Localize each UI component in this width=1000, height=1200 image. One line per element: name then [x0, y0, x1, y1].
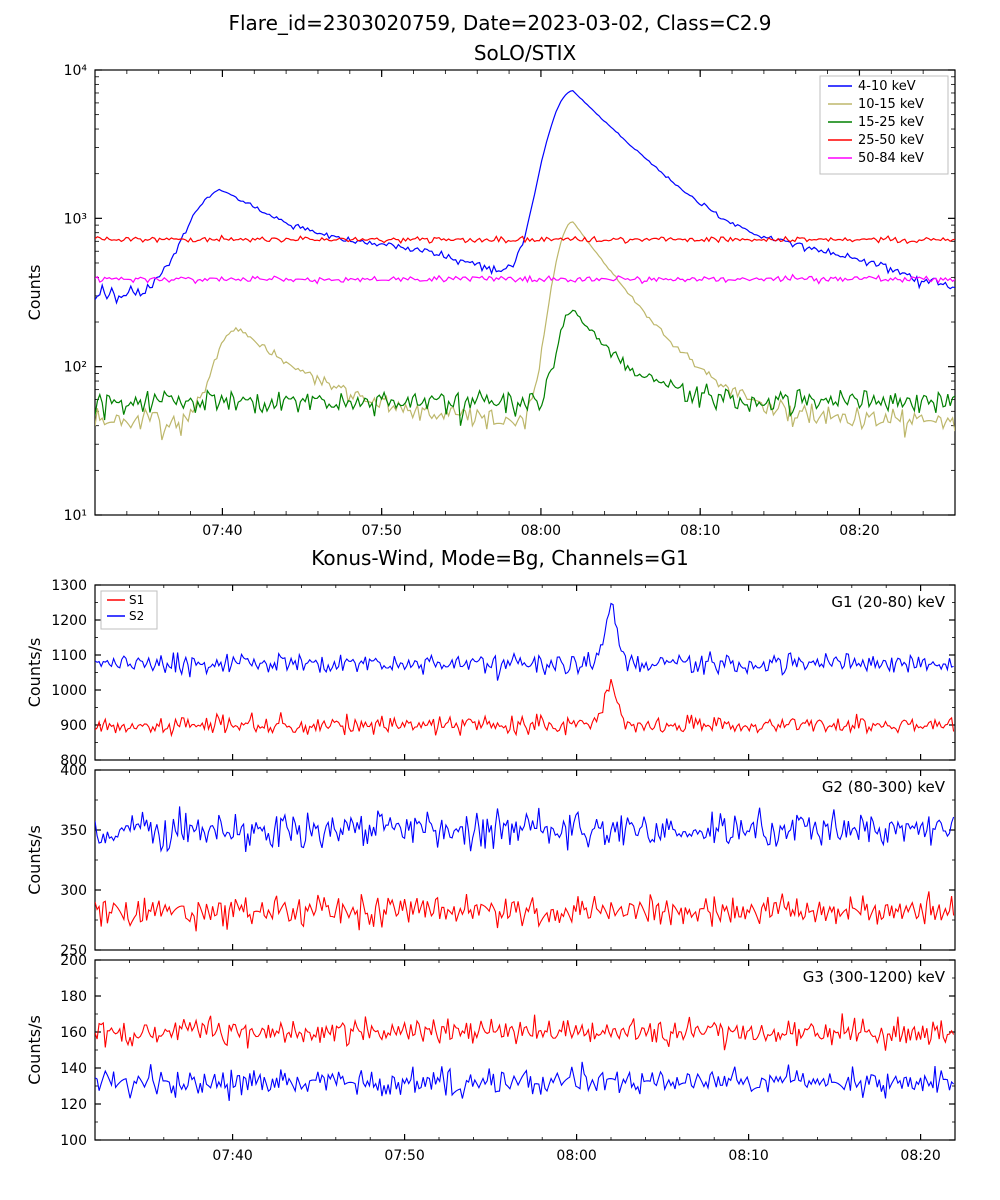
ytick-label: 1200	[51, 613, 87, 629]
xtick-label: 07:40	[212, 1148, 252, 1164]
xtick-label: 07:50	[384, 1148, 424, 1164]
top-panel: SoLO/STIX Counts 10¹ 10² 10³ 10⁴ 07:40 07:50 08:…	[25, 41, 955, 539]
xtick-label: 08:20	[900, 1148, 940, 1164]
bottom-panel-2: Counts/s250300350400G2 (80-300) keV	[25, 763, 955, 959]
legend-label: 25-50 keV	[858, 133, 924, 148]
ytick-label: 160	[60, 1025, 87, 1041]
main-title: Flare_id=2303020759, Date=2023-03-02, Cl…	[228, 11, 771, 35]
ytick-label: 1000	[51, 683, 87, 699]
xtick-label: 08:20	[839, 523, 879, 539]
panel-annotation: G2 (80-300) keV	[822, 778, 946, 796]
xtick-label: 08:10	[680, 523, 720, 539]
legend-label: 15-25 keV	[858, 115, 924, 130]
legend-label: S2	[129, 609, 144, 623]
ytick-label: 400	[60, 763, 87, 779]
series-line	[95, 310, 955, 425]
ytick-label: 120	[60, 1097, 87, 1113]
ytick-label: 1100	[51, 648, 87, 664]
series-line	[95, 1062, 954, 1101]
legend-label: 4-10 keV	[858, 79, 916, 94]
series-line	[95, 806, 954, 852]
series-line	[95, 604, 954, 681]
legend-label: S1	[129, 593, 144, 607]
ytick-label: 10¹	[64, 508, 87, 524]
ytick-label: 10⁴	[64, 63, 88, 79]
xtick-label: 07:50	[361, 523, 401, 539]
legend-label: 50-84 keV	[858, 151, 924, 166]
top-ylabel: Counts	[25, 265, 44, 321]
series-line	[95, 891, 954, 931]
bottom-panel-1: Counts/s8009001000110012001300G1 (20-80)…	[25, 578, 955, 769]
top-panel-title: SoLO/STIX	[474, 41, 577, 65]
xtick-label: 08:00	[556, 1148, 596, 1164]
figure: Flare_id=2303020759, Date=2023-03-02, Cl…	[0, 0, 1000, 1200]
ytick-label: 10²	[64, 360, 87, 376]
ytick-label: 100	[60, 1133, 87, 1149]
series-line	[95, 679, 954, 736]
ytick-label: 180	[60, 989, 87, 1005]
xtick-label: 08:10	[728, 1148, 768, 1164]
bottom-ylabel: Counts/s	[25, 638, 44, 708]
ytick-label: 10³	[64, 211, 87, 227]
series-line	[95, 222, 955, 440]
series-line	[95, 275, 955, 284]
ytick-label: 200	[60, 953, 87, 969]
bottom-ylabel: Counts/s	[25, 825, 44, 895]
series-line	[95, 1013, 954, 1050]
ytick-label: 300	[60, 883, 87, 899]
bottom-ylabel: Counts/s	[25, 1015, 44, 1085]
panel-annotation: G3 (300-1200) keV	[803, 968, 946, 986]
ytick-label: 1300	[51, 578, 87, 594]
panel-annotation: G1 (20-80) keV	[831, 593, 945, 611]
xtick-label: 07:40	[202, 523, 242, 539]
legend-label: 10-15 keV	[858, 97, 924, 112]
ytick-label: 350	[60, 823, 87, 839]
xtick-label: 08:00	[521, 523, 561, 539]
ytick-label: 900	[60, 718, 87, 734]
bottom-panel-3: Counts/s 100 120 140 160 180 200 07:40 07:50 08:0…	[25, 953, 955, 1164]
bottom-title: Konus-Wind, Mode=Bg, Channels=G1	[311, 546, 688, 570]
ytick-label: 140	[60, 1061, 87, 1077]
